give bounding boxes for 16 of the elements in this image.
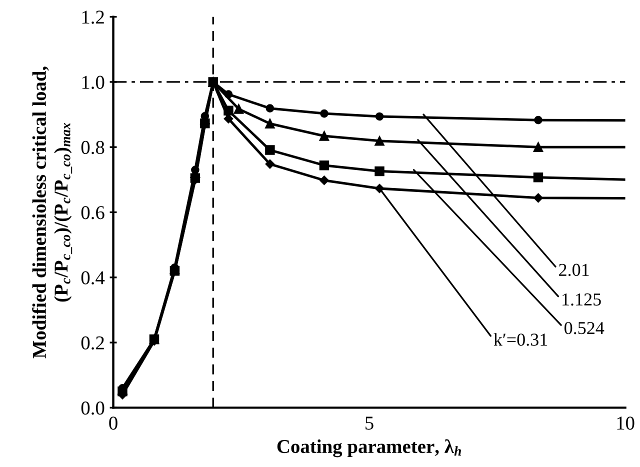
y-tick-label: 1.0 <box>82 76 104 89</box>
y-tick-label: 0.2 <box>81 336 104 350</box>
x-tick-label: 0 <box>109 416 118 430</box>
x-axis-title: Coating parameter, λ$_{h}$ <box>277 439 461 458</box>
y-tick-label: 0.4 <box>81 271 105 284</box>
y-tick-label: 0.8 <box>81 140 104 154</box>
x-tick-label: 5 <box>366 416 374 430</box>
x-tick-label: 10 <box>617 416 634 430</box>
annotation: k′=0.31 <box>494 333 548 346</box>
y-tick-label: 1.2 <box>82 10 104 24</box>
text: Modified dimensioless critical load, (P$_{c}$/P$_{c_co}$)/(P$_{c}$/P$_{c_co}$)$_{max}$ <box>32 66 72 358</box>
annotation: 2.01 <box>559 264 589 276</box>
annotation: 1.125 <box>562 293 601 306</box>
annotation: 0.524 <box>564 322 604 334</box>
y-tick-label: 0.6 <box>81 206 104 220</box>
y-tick-label: 0.0 <box>81 402 104 415</box>
